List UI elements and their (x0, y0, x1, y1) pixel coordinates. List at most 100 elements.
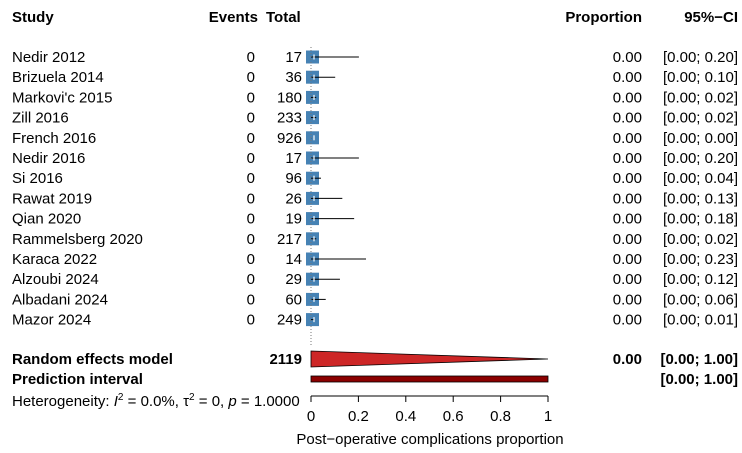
study-row: Alzoubi 2024 0 29 0.00 [0.00; 0.12] (12, 271, 738, 288)
study-row: Nedir 2016 0 17 0.00 [0.00; 0.20] (12, 150, 738, 167)
random-effects-diamond (310, 350, 549, 368)
prediction-interval-bar (310, 375, 549, 383)
study-proportion: 0.00 (613, 69, 642, 86)
study-proportion: 0.00 (613, 231, 642, 248)
study-name: Si 2016 (12, 170, 63, 187)
study-total: 217 (277, 231, 302, 248)
study-total: 19 (285, 211, 302, 228)
header-proportion: Proportion (565, 9, 642, 26)
heterogeneity-text: Heterogeneity: I2 = 0.0%, τ2 = 0, p = 1.… (12, 392, 300, 410)
study-rows: Nedir 2012 0 17 0.00 [0.00; 0.20] Brizuela 20… (12, 49, 738, 329)
header-study: Study (12, 9, 54, 26)
study-proportion: 0.00 (613, 211, 642, 228)
study-row: Karaca 2022 0 14 0.00 [0.00; 0.23] (12, 251, 738, 268)
study-events: 0 (247, 251, 255, 268)
study-proportion: 0.00 (613, 190, 642, 207)
study-events: 0 (247, 312, 255, 329)
x-tick-label: 0.4 (395, 408, 416, 425)
study-name: Nedir 2012 (12, 49, 85, 66)
study-events: 0 (247, 130, 255, 147)
study-row: Brizuela 2014 0 36 0.00 [0.00; 0.10] (12, 69, 738, 86)
study-row: Si 2016 0 96 0.00 [0.00; 0.04] (12, 170, 738, 187)
x-tick-label: 1 (544, 408, 552, 425)
study-events: 0 (247, 231, 255, 248)
study-ci: [0.00; 0.23] (663, 251, 738, 268)
study-proportion: 0.00 (613, 130, 642, 147)
study-total: 926 (277, 130, 302, 147)
study-row: Zill 2016 0 233 0.00 [0.00; 0.02] (12, 110, 738, 127)
header-ci: 95%−CI (684, 9, 738, 26)
study-proportion: 0.00 (613, 251, 642, 268)
study-ci: [0.00; 0.12] (663, 271, 738, 288)
study-events: 0 (247, 150, 255, 167)
study-events: 0 (247, 69, 255, 86)
study-ci: [0.00; 0.06] (663, 291, 738, 308)
prediction-interval-label: Prediction interval (12, 371, 143, 388)
study-row: Albadani 2024 0 60 0.00 [0.00; 0.06] (12, 291, 738, 308)
header-total: Total (266, 9, 301, 26)
study-total: 29 (285, 271, 302, 288)
study-name: Rammelsberg 2020 (12, 231, 143, 248)
study-square (306, 131, 319, 145)
study-proportion: 0.00 (613, 150, 642, 167)
study-events: 0 (247, 170, 255, 187)
prediction-interval-ci: [0.00; 1.00] (660, 371, 738, 388)
x-axis: 0 0.2 0.4 0.6 0.8 1 (307, 47, 552, 425)
study-ci: [0.00; 0.01] (663, 312, 738, 329)
study-row: Qian 2020 0 19 0.00 [0.00; 0.18] (12, 211, 738, 228)
x-tick-label: 0 (307, 408, 315, 425)
random-effects-proportion: 0.00 (613, 351, 642, 368)
study-total: 17 (285, 49, 302, 66)
x-tick-label: 0.8 (490, 408, 511, 425)
study-row: Rawat 2019 0 26 0.00 [0.00; 0.13] (12, 190, 738, 207)
study-row: French 2016 0 926 0.00 [0.00; 0.00] (12, 130, 738, 147)
study-name: Brizuela 2014 (12, 69, 104, 86)
study-events: 0 (247, 190, 255, 207)
study-name: Mazor 2024 (12, 312, 91, 329)
study-name: Alzoubi 2024 (12, 271, 99, 288)
study-total: 14 (285, 251, 302, 268)
study-ci: [0.00; 0.20] (663, 150, 738, 167)
study-proportion: 0.00 (613, 110, 642, 127)
study-ci: [0.00; 0.02] (663, 110, 738, 127)
study-row: Markovi'c 2015 0 180 0.00 [0.00; 0.02] (12, 89, 738, 106)
study-events: 0 (247, 110, 255, 127)
x-tick-label: 0.6 (443, 408, 464, 425)
study-name: Karaca 2022 (12, 251, 97, 268)
study-name: Albadani 2024 (12, 291, 108, 308)
study-events: 0 (247, 211, 255, 228)
study-events: 0 (247, 89, 255, 106)
study-total: 17 (285, 150, 302, 167)
header-events: Events (209, 9, 258, 26)
study-proportion: 0.00 (613, 291, 642, 308)
study-total: 96 (285, 170, 302, 187)
study-ci: [0.00; 0.10] (663, 69, 738, 86)
study-proportion: 0.00 (613, 89, 642, 106)
study-name: Zill 2016 (12, 110, 69, 127)
study-name: French 2016 (12, 130, 96, 147)
study-total: 249 (277, 312, 302, 329)
study-proportion: 0.00 (613, 170, 642, 187)
x-axis-label: Post−operative complications proportion (296, 431, 563, 448)
study-ci: [0.00; 0.02] (663, 231, 738, 248)
study-events: 0 (247, 49, 255, 66)
study-name: Markovi'c 2015 (12, 89, 112, 106)
study-name: Rawat 2019 (12, 190, 92, 207)
study-row: Rammelsberg 2020 0 217 0.00 [0.00; 0.02] (12, 231, 738, 248)
study-name: Qian 2020 (12, 211, 81, 228)
study-row: Mazor 2024 0 249 0.00 [0.00; 0.01] (12, 312, 738, 329)
study-ci: [0.00; 0.02] (663, 89, 738, 106)
study-ci: [0.00; 0.04] (663, 170, 738, 187)
study-events: 0 (247, 271, 255, 288)
summary-rows: Random effects model 2119 0.00 [0.00; 1.00]… (12, 350, 738, 388)
study-name: Nedir 2016 (12, 150, 85, 167)
study-ci: [0.00; 0.20] (663, 49, 738, 66)
study-proportion: 0.00 (613, 271, 642, 288)
study-row: Nedir 2012 0 17 0.00 [0.00; 0.20] (12, 49, 738, 66)
study-proportion: 0.00 (613, 49, 642, 66)
random-effects-ci: [0.00; 1.00] (660, 351, 738, 368)
study-ci: [0.00; 0.18] (663, 211, 738, 228)
study-total: 60 (285, 291, 302, 308)
random-effects-total: 2119 (269, 351, 302, 368)
